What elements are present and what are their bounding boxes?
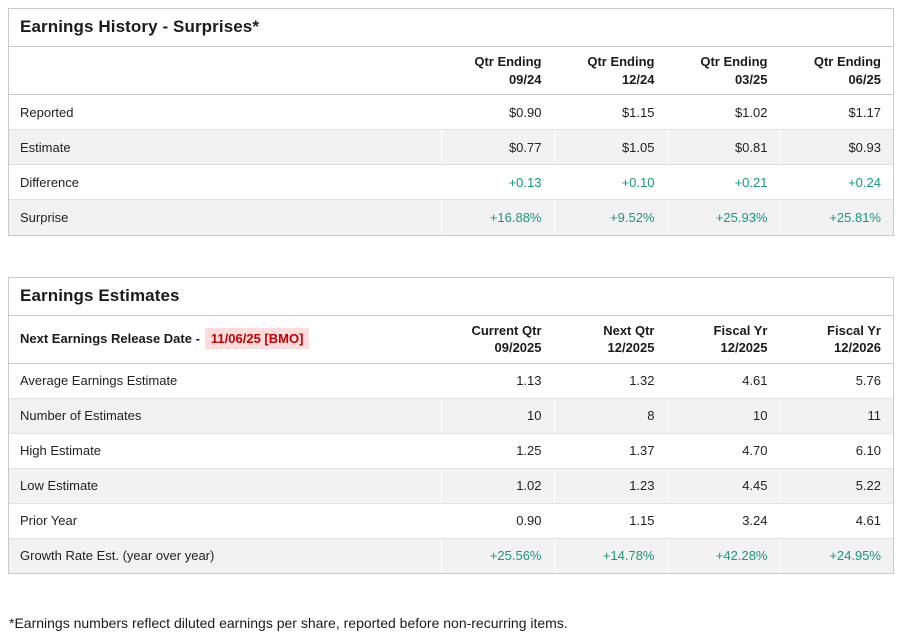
cell-value: 1.37	[553, 433, 667, 469]
history-table-row: Difference +0.13 +0.10 +0.21 +0.24	[9, 164, 893, 201]
cell-value: 0.90	[440, 503, 554, 539]
estimates-table-row: Low Estimate 1.02 1.23 4.45 5.22	[9, 468, 893, 504]
row-label: Prior Year	[9, 503, 441, 539]
earnings-history-title: Earnings History - Surprises*	[9, 9, 893, 47]
cell-value: 6.10	[779, 433, 893, 469]
earnings-footnote: *Earnings numbers reflect diluted earnin…	[9, 615, 568, 632]
row-label: High Estimate	[9, 433, 441, 469]
cell-value: 1.32	[553, 363, 667, 399]
earnings-estimates-header-row: Next Earnings Release Date -11/06/25 [BM…	[9, 315, 893, 364]
estimates-table-row: High Estimate 1.25 1.37 4.70 6.10	[9, 433, 893, 469]
cell-value: 3.24	[666, 503, 780, 539]
cell-value: $0.81	[666, 129, 780, 166]
estimates-column-header: Current Qtr 09/2025	[440, 315, 554, 364]
cell-value: +24.95%	[779, 538, 893, 574]
cell-value: $1.02	[666, 94, 780, 131]
estimates-column-header: Next Qtr 12/2025	[553, 315, 667, 364]
row-label: Growth Rate Est. (year over year)	[20, 548, 215, 564]
cell-value: 11	[779, 398, 893, 434]
cell-value: 4.61	[666, 363, 780, 399]
estimates-table-row: Number of Estimates 10 8 10 11	[9, 398, 893, 434]
history-table-row: Surprise +16.88% +9.52% +25.93% +25.81%	[9, 199, 893, 235]
cell-value: 5.76	[779, 363, 893, 399]
estimates-table-row: Average Earnings Estimate 1.13 1.32 4.61 5.7…	[9, 363, 893, 399]
earnings-history-panel: Earnings History - Surprises* Qtr Ending…	[8, 8, 894, 236]
row-label: Surprise	[20, 209, 69, 225]
cell-value: $1.05	[553, 129, 667, 166]
cell-value: $0.93	[779, 129, 893, 166]
cell-value: +25.56%	[440, 538, 554, 574]
cell-value: 4.61	[779, 503, 893, 539]
cell-value: +0.13	[440, 164, 554, 201]
cell-value: 10	[666, 398, 780, 434]
next-earnings-release-cell: Next Earnings Release Date -11/06/25 [BM…	[9, 315, 441, 364]
cell-value: 1.15	[553, 503, 667, 539]
earnings-history-header-row: Qtr Ending 09/24 Qtr Ending 12/24 Qtr Ending…	[9, 47, 893, 96]
cell-value: +14.78%	[553, 538, 667, 574]
history-column-header: Qtr Ending 09/24	[440, 47, 554, 96]
cell-value: +25.81%	[779, 199, 893, 235]
history-table-row: Reported $0.90 $1.15 $1.02 $1.17	[9, 94, 893, 131]
history-column-header: Qtr Ending 12/24	[553, 47, 667, 96]
cell-value: $1.15	[553, 94, 667, 131]
next-earnings-release-label: Next Earnings Release Date -	[20, 331, 200, 347]
cell-value: 1.23	[553, 468, 667, 504]
history-table-row: Estimate $0.77 $1.05 $0.81 $0.93	[9, 129, 893, 166]
cell-value: +25.93%	[666, 199, 780, 235]
row-label: Low Estimate	[9, 468, 441, 504]
cell-value: 1.13	[440, 363, 554, 399]
cell-value: +16.88%	[440, 199, 554, 235]
row-label: Reported	[9, 94, 441, 131]
estimates-column-header: Fiscal Yr 12/2025	[666, 315, 780, 364]
cell-value: +0.24	[779, 164, 893, 201]
next-earnings-release-date: 11/06/25 [BMO]	[204, 328, 310, 350]
cell-value: 5.22	[779, 468, 893, 504]
cell-value: 4.70	[666, 433, 780, 469]
cell-value: 1.25	[440, 433, 554, 469]
cell-value: +9.52%	[553, 199, 667, 235]
row-label: Estimate	[9, 129, 441, 166]
cell-value: +42.28%	[666, 538, 780, 574]
cell-value: +0.21	[666, 164, 780, 201]
estimates-table-row: Prior Year 0.90 1.15 3.24 4.61	[9, 503, 893, 539]
earnings-history-body: Reported $0.90 $1.15 $1.02 $1.17 Estimate $0.7…	[9, 94, 893, 235]
history-column-header: Qtr Ending 03/25	[666, 47, 780, 96]
cell-value: 1.02	[440, 468, 554, 504]
cell-value: $1.17	[779, 94, 893, 131]
cell-value: 4.45	[666, 468, 780, 504]
earnings-estimates-body: Average Earnings Estimate 1.13 1.32 4.61 5.7…	[9, 363, 893, 574]
cell-value: $0.77	[440, 129, 554, 166]
cell-value: 10	[440, 398, 554, 434]
earnings-history-table: Qtr Ending 09/24 Qtr Ending 12/24 Qtr Ending…	[9, 47, 893, 235]
row-label: Number of Estimates	[9, 398, 441, 434]
estimates-table-row: Growth Rate Est. (year over year) +25.56%…	[9, 538, 893, 574]
cell-value: +0.10	[553, 164, 667, 201]
cell-value: $0.90	[440, 94, 554, 131]
history-column-header: Qtr Ending 06/25	[779, 47, 893, 96]
row-label: Difference	[9, 164, 441, 201]
earnings-estimates-panel: Earnings Estimates Next Earnings Release…	[8, 276, 894, 575]
row-label: Average Earnings Estimate	[9, 363, 441, 399]
earnings-history-header-spacer	[9, 47, 441, 96]
earnings-estimates-table: Next Earnings Release Date -11/06/25 [BM…	[9, 315, 893, 574]
earnings-estimates-title: Earnings Estimates	[9, 278, 893, 316]
cell-value: 8	[553, 398, 667, 434]
estimates-column-header: Fiscal Yr 12/2026	[779, 315, 893, 364]
